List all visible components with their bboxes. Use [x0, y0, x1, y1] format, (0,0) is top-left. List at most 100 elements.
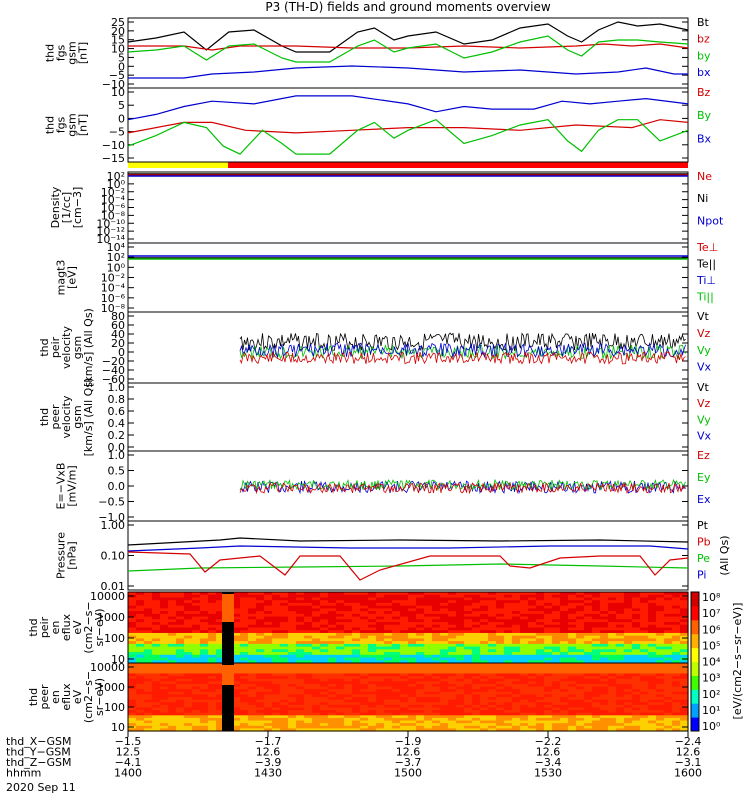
y-tick-label: 10⁻²: [101, 186, 125, 199]
y-tick-label: −40: [102, 364, 125, 377]
legend-entry: Ey: [697, 471, 711, 484]
colorbar-segment: [691, 633, 699, 649]
y-tick-label: 0: [118, 346, 125, 359]
panel-ylabel: [mV/m]: [66, 465, 79, 506]
efield-trace-ey: [239, 478, 686, 492]
panel-ylabel: gsm: [71, 405, 84, 428]
footer-value: 12.6: [536, 746, 561, 759]
panel-frame-1: [127, 87, 689, 163]
panel-ylabel: en: [49, 621, 62, 635]
legend-entry: Ex: [697, 493, 711, 506]
panel-ylabel: [nT]: [77, 42, 90, 64]
y-tick-label: 10000: [90, 661, 125, 674]
y-tick-label: 10⁻⁸: [101, 302, 126, 315]
footer-date: 2020 Sep 11: [6, 781, 76, 794]
y-tick-label: 0.0: [108, 441, 126, 454]
legend-entry: Vt: [697, 381, 710, 394]
panel-ylabel: velocity: [60, 395, 73, 438]
pressure-trace-pi: [127, 545, 689, 552]
panel-ylabel: [cm−3]: [71, 187, 84, 229]
y-tick-label: 1000: [97, 611, 125, 624]
y-tick-label: −10: [102, 78, 125, 91]
y-tick-label: 10⁰: [107, 178, 126, 191]
panel-ylabel: thd: [38, 338, 51, 356]
footer-value: 12.6: [676, 746, 701, 759]
footer-value: 1530: [534, 767, 562, 780]
y-tick-label: 10⁻⁶: [101, 202, 126, 215]
panel-backgrounds: [128, 162, 689, 732]
y-tick-label: −60: [102, 373, 125, 386]
y-tick-label: 100: [104, 632, 125, 645]
legend-entry: Ni: [697, 192, 708, 205]
y-tick-label: 10⁻¹⁰: [96, 217, 125, 230]
y-tick-label: 10: [111, 653, 125, 666]
y-tick-label: 0.0: [108, 480, 126, 493]
panel-frame-0: [127, 17, 689, 89]
panel-ylabel: peir: [38, 616, 51, 638]
velocity-trace-vt: [239, 332, 686, 352]
y-tick-label: 25: [111, 16, 125, 29]
panel-ylabel: velocity: [60, 326, 73, 369]
panel-ylabel: thd: [38, 408, 51, 426]
panel-ylabel: [km/s] (All Qs): [82, 308, 95, 387]
footer-value: 1600: [674, 767, 702, 780]
panel-ylabel: thd: [44, 116, 57, 134]
legend-entry: Vy: [697, 413, 711, 426]
footer-value: −2.4: [675, 735, 702, 748]
y-tick-label: 60: [111, 319, 125, 332]
panel-ylabel: magt3: [55, 260, 68, 296]
y-tick-label: 10²: [107, 170, 125, 183]
legend-entry: Ti⊥: [696, 274, 716, 287]
y-tick-label: −5: [109, 69, 125, 82]
y-tick-label: 40: [111, 328, 125, 341]
colorbar-tick-label: 10⁰: [702, 720, 721, 733]
footer-value: −3.1: [675, 756, 702, 769]
legend-entry: Pe: [697, 552, 710, 565]
panel-ylabel: thd: [44, 44, 57, 62]
legend-entry: Te||: [696, 257, 716, 270]
panel-ylabel: eflux: [60, 613, 73, 641]
velocity-trace-vx: [239, 342, 686, 359]
spectrogram-8: [128, 592, 689, 664]
panel-ylabel: thd: [27, 618, 40, 636]
panel-ylabel: E=−VxB: [55, 463, 68, 510]
y-tick-label: 5: [118, 51, 125, 64]
footer-row-label: thd_X−GSM: [6, 735, 72, 748]
legend-entry: Ti||: [696, 290, 714, 303]
legend-entry: Npot: [697, 214, 724, 227]
y-tick-label: 10⁻⁴: [101, 194, 126, 207]
y-tick-label: −10: [102, 139, 125, 152]
y-tick-label: 10⁻²: [101, 272, 125, 285]
y-tick-label: 10: [111, 86, 125, 99]
panel-ylabel: sr−eV): [93, 678, 106, 716]
colorbar-segment: [691, 605, 699, 621]
efield-trace-ez: [239, 481, 686, 495]
series-By: [127, 119, 689, 155]
legend-entry: Pb: [697, 535, 711, 548]
colorbar-segment: [691, 661, 699, 676]
colorbar-frame: [690, 591, 700, 732]
panel-ylabel: peer: [49, 404, 62, 430]
series-bx: [128, 65, 688, 79]
series-bz: [128, 43, 689, 51]
panel-ylabel: fgs: [55, 116, 68, 133]
panel-ylabel: eV: [71, 689, 84, 704]
panel-frame-3: [127, 242, 689, 313]
panel-ylabel: gsm: [66, 113, 79, 136]
pressure-trace-pe: [127, 563, 689, 572]
footer-value: −4.1: [115, 756, 142, 769]
panel-side-note: (All Qs): [718, 535, 731, 575]
quality-bar-flagged: [128, 162, 228, 168]
legend-entry: Te⊥: [696, 241, 718, 254]
colorbar-segment: [691, 647, 699, 662]
panel-ylabel: (cm2−s−: [82, 671, 95, 723]
footer-value: −3.9: [255, 756, 282, 769]
legend-entry: Pi: [697, 568, 706, 581]
colorbar-segment: [691, 619, 699, 635]
colorbar-segment: [691, 717, 699, 732]
panel-ylabel: [nPa]: [66, 541, 79, 569]
legend-entry: Pt: [697, 519, 709, 532]
colorbar-tick-label: 10⁵: [702, 639, 720, 652]
panel-ylabel: sr−eV): [93, 608, 106, 646]
